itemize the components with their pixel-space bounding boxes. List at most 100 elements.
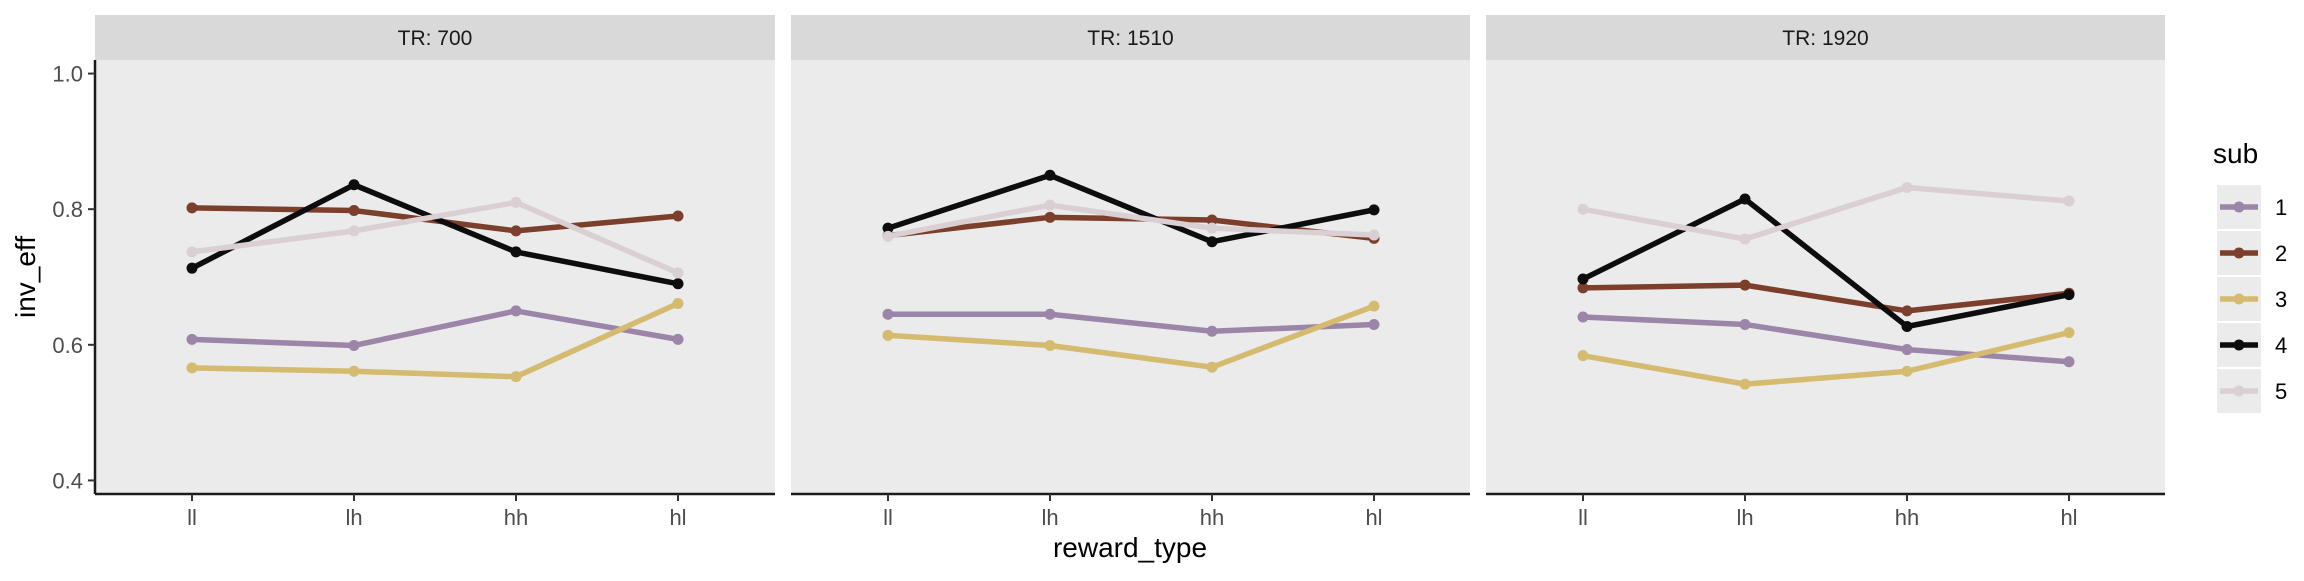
data-point-sub-3 <box>672 297 684 309</box>
data-point-sub-4 <box>1206 236 1218 248</box>
facet-strip-2 <box>791 15 1470 60</box>
x-tick-label: hh <box>504 505 528 530</box>
data-point-sub-2 <box>1901 305 1913 317</box>
data-point-sub-2 <box>510 225 522 237</box>
series-line-sub-4 <box>887 172 1375 245</box>
data-point-sub-4 <box>510 246 522 258</box>
data-point-sub-2 <box>1739 279 1751 291</box>
facet-strip-1 <box>95 15 775 60</box>
data-point-sub-1 <box>510 305 522 317</box>
facet-strip-3 <box>1486 15 2165 60</box>
legend-label-sub-5: 5 <box>2275 379 2287 404</box>
y-tick-label: 0.4 <box>52 468 83 493</box>
data-point-sub-3 <box>1368 300 1380 312</box>
data-point-sub-1 <box>186 333 198 345</box>
x-tick-label: hl <box>1365 505 1382 530</box>
data-point-sub-2 <box>1577 282 1589 294</box>
series-line-sub-1 <box>191 308 679 349</box>
data-point-sub-3 <box>1739 378 1751 390</box>
x-tick-label: hl <box>669 505 686 530</box>
data-point-sub-1 <box>1368 318 1380 330</box>
data-point-sub-4 <box>1739 193 1751 205</box>
data-point-sub-1 <box>1739 318 1751 330</box>
series-line-sub-3 <box>191 300 680 380</box>
panel-background-3 <box>1486 60 2165 494</box>
data-point-sub-3 <box>1206 361 1218 373</box>
data-point-sub-4 <box>2063 289 2075 301</box>
data-point-sub-2 <box>348 205 360 217</box>
data-point-sub-1 <box>882 308 894 320</box>
data-point-sub-3 <box>1901 365 1913 377</box>
legend-key-point-sub-4 <box>2233 339 2245 351</box>
x-tick-label: lh <box>1041 505 1058 530</box>
data-point-sub-5 <box>1577 203 1589 215</box>
y-tick-label: 0.6 <box>52 333 83 358</box>
legend-key-point-sub-1 <box>2233 201 2245 213</box>
legend-key-point-sub-5 <box>2233 385 2245 397</box>
y-tick-label: 0.8 <box>52 197 83 222</box>
data-point-sub-4 <box>186 262 198 274</box>
facet-label-2: TR: 1510 <box>1087 27 1173 50</box>
legend-label-sub-3: 3 <box>2275 287 2287 312</box>
data-point-sub-3 <box>1044 339 1056 351</box>
x-tick-label: hh <box>1895 505 1919 530</box>
panel-background-2 <box>791 60 1470 494</box>
data-point-sub-3 <box>2063 327 2075 339</box>
data-point-sub-5 <box>2063 195 2075 207</box>
x-tick-label: ll <box>883 505 893 530</box>
data-point-sub-2 <box>1044 211 1056 223</box>
data-point-sub-5 <box>1206 222 1218 234</box>
series-line-sub-2 <box>1582 282 2070 314</box>
legend-label-sub-2: 2 <box>2275 241 2287 266</box>
data-point-sub-5 <box>1368 229 1380 241</box>
x-axis-title: reward_type <box>1053 532 1207 563</box>
series-line-sub-5 <box>887 202 1375 240</box>
x-tick-label: hh <box>1200 505 1224 530</box>
data-point-sub-1 <box>348 339 360 351</box>
data-point-sub-1 <box>1901 344 1913 356</box>
data-point-sub-4 <box>348 179 360 191</box>
data-point-sub-5 <box>510 196 522 208</box>
series-line-sub-4 <box>1581 196 2070 330</box>
data-point-sub-4 <box>882 222 894 234</box>
facet-label-3: TR: 1920 <box>1782 27 1868 50</box>
data-point-sub-1 <box>1044 308 1056 320</box>
legend-key-point-sub-3 <box>2233 293 2245 305</box>
series-line-sub-1 <box>888 311 1375 334</box>
data-point-sub-1 <box>1206 325 1218 337</box>
legend-label-sub-4: 4 <box>2275 333 2287 358</box>
y-axis-title: inv_eff <box>10 236 41 318</box>
data-point-sub-4 <box>1901 321 1913 333</box>
data-point-sub-5 <box>186 246 198 258</box>
data-point-sub-3 <box>1577 350 1589 362</box>
data-point-sub-4 <box>672 278 684 290</box>
series-line-sub-1 <box>1582 314 2070 365</box>
data-point-sub-3 <box>348 365 360 377</box>
series-line-sub-3 <box>1582 329 2070 387</box>
data-point-sub-5 <box>1739 233 1751 245</box>
data-point-sub-1 <box>1577 311 1589 323</box>
data-point-sub-4 <box>1368 204 1380 216</box>
data-point-sub-4 <box>1577 273 1589 285</box>
x-tick-label: lh <box>345 505 362 530</box>
legend-key-point-sub-2 <box>2233 247 2245 259</box>
facet-label-1: TR: 700 <box>398 27 473 50</box>
data-point-sub-5 <box>672 267 684 279</box>
legend-title: sub <box>2213 138 2258 169</box>
data-point-sub-1 <box>672 333 684 345</box>
data-point-sub-1 <box>2063 356 2075 368</box>
series-line-sub-3 <box>887 303 1375 370</box>
x-tick-label: lh <box>1736 505 1753 530</box>
legend-label-sub-1: 1 <box>2275 195 2287 220</box>
data-point-sub-3 <box>186 362 198 374</box>
data-point-sub-2 <box>186 202 198 214</box>
data-point-sub-3 <box>510 371 522 383</box>
x-tick-label: hl <box>2060 505 2077 530</box>
data-point-sub-3 <box>882 329 894 341</box>
series-line-sub-5 <box>191 199 680 276</box>
data-point-sub-4 <box>1044 169 1056 181</box>
data-point-sub-2 <box>672 210 684 222</box>
data-point-sub-5 <box>348 225 360 237</box>
